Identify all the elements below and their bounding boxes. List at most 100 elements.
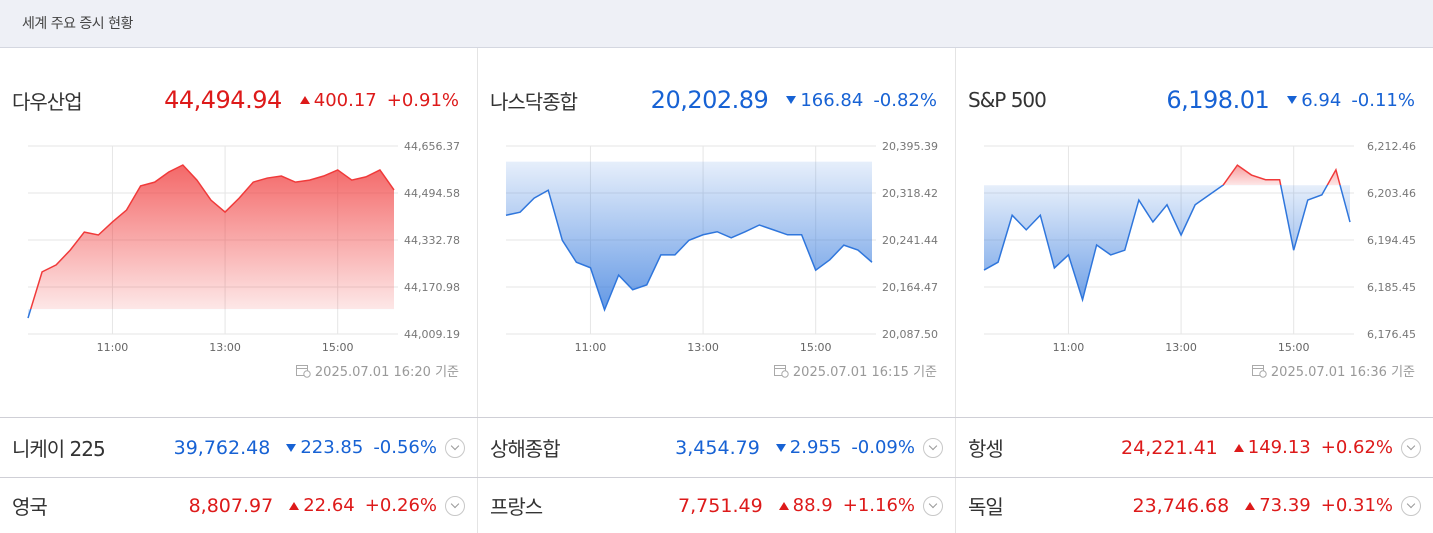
index-panel: 다우산업 44,494.94 400.17 +0.91% 44,009.19 44,170… xyxy=(0,48,478,417)
direction-arrow xyxy=(286,443,297,452)
expand-button[interactable] xyxy=(445,495,465,516)
change-percent: -0.56% xyxy=(373,437,437,458)
change-value: 22.64 xyxy=(303,495,355,516)
change-value: 73.39 xyxy=(1259,495,1311,516)
x-tick-label: 11:00 xyxy=(97,341,129,354)
index-name: 니케이 225 xyxy=(12,437,106,461)
price: 20,202.89 xyxy=(650,86,769,114)
change: 6.94 xyxy=(1287,90,1341,111)
change: 2.955 xyxy=(775,437,842,458)
index-name: 다우산업 xyxy=(12,89,83,114)
change: 22.64 xyxy=(289,495,355,516)
direction-arrow xyxy=(775,443,786,452)
y-tick-label: 20,318.42 xyxy=(882,187,938,200)
direction-arrow xyxy=(1245,501,1256,510)
calendar-icon xyxy=(773,365,789,378)
index-name: 프랑스 xyxy=(490,495,543,519)
price: 23,746.68 xyxy=(1132,494,1230,517)
y-tick-label: 20,241.44 xyxy=(882,234,938,247)
x-tick-label: 13:00 xyxy=(687,341,719,354)
panel-header: S&P 500 6,198.01 6.94 -0.11% xyxy=(968,82,1415,118)
change-value: 149.13 xyxy=(1247,437,1311,458)
index-row: 영국 8,807.97 22.64 +0.26% 프랑스 7,751.49 88.9 +1.1… xyxy=(0,477,1433,533)
change-percent: +0.62% xyxy=(1320,437,1393,458)
y-tick-label: 44,494.58 xyxy=(404,187,460,200)
change-value: 2.955 xyxy=(789,437,842,458)
y-tick-label: 44,656.37 xyxy=(404,140,460,153)
header-title: 세계 주요 증시 현황 xyxy=(22,16,133,32)
index-cell: 항셍 24,221.41 149.13 +0.62% xyxy=(956,418,1433,477)
index-name: 상해종합 xyxy=(490,437,561,461)
x-tick-label: 11:00 xyxy=(575,341,607,354)
x-tick-label: 13:00 xyxy=(1165,341,1197,354)
expand-button[interactable] xyxy=(923,437,943,458)
change-value: 166.84 xyxy=(800,89,864,111)
chart: 20,087.50 20,164.47 20,241.44 20,318.42 20,3… xyxy=(505,140,938,354)
index-name: 독일 xyxy=(968,495,1004,519)
y-tick-label: 44,009.19 xyxy=(404,328,460,341)
direction-arrow xyxy=(289,501,300,510)
price: 6,198.01 xyxy=(1166,86,1270,114)
change-percent: -0.11% xyxy=(1351,89,1415,111)
direction-arrow xyxy=(786,96,797,104)
area xyxy=(28,164,394,319)
index-name: S&P 500 xyxy=(968,88,1047,112)
calendar-icon xyxy=(1251,365,1267,378)
x-tick-label: 13:00 xyxy=(209,341,241,354)
price: 8,807.97 xyxy=(188,494,274,517)
change-value: 223.85 xyxy=(300,437,364,458)
change-percent: +1.16% xyxy=(842,495,915,516)
icon-clock xyxy=(1259,370,1267,378)
direction-arrow xyxy=(1233,443,1244,452)
y-tick-label: 20,164.47 xyxy=(882,281,938,294)
price-line xyxy=(505,189,873,313)
y-tick-label: 44,170.98 xyxy=(404,281,460,294)
change: 73.39 xyxy=(1245,495,1311,516)
timestamp-text: 2025.07.01 16:36 기준 xyxy=(1270,365,1415,380)
chart: 44,009.19 44,170.98 44,332.78 44,494.58 44,6… xyxy=(27,140,460,354)
change: 223.85 xyxy=(286,437,363,458)
change-percent: -0.82% xyxy=(873,89,937,111)
header: 세계 주요 증시 현황 xyxy=(0,0,1433,48)
expand-button[interactable] xyxy=(923,495,943,516)
index-cell: 상해종합 3,454.79 2.955 -0.09% xyxy=(478,418,956,477)
price-line xyxy=(27,164,395,319)
index-cell: 프랑스 7,751.49 88.9 +1.16% xyxy=(478,478,956,533)
expand-button[interactable] xyxy=(445,437,465,458)
expand-button[interactable] xyxy=(1401,437,1421,458)
price-line xyxy=(983,164,1351,303)
x-tick-label: 11:00 xyxy=(1053,341,1085,354)
change-percent: -0.09% xyxy=(851,437,915,458)
y-tick-label: 20,087.50 xyxy=(882,328,938,341)
y-tick-label: 6,212.46 xyxy=(1367,140,1416,153)
chart: 6,176.45 6,185.45 6,194.45 6,203.46 6,212.46… xyxy=(983,140,1416,354)
change-value: 400.17 xyxy=(313,89,377,111)
change-value: 88.9 xyxy=(792,495,833,516)
icon-clock xyxy=(781,370,789,378)
y-tick-label: 6,194.45 xyxy=(1367,234,1416,247)
panel-header: 나스닥종합 20,202.89 166.84 -0.82% xyxy=(490,82,937,118)
timestamp-text: 2025.07.01 16:15 기준 xyxy=(792,365,937,380)
y-tick-label: 6,176.45 xyxy=(1367,328,1416,341)
x-tick-label: 15:00 xyxy=(1278,341,1310,354)
index-name: 나스닥종합 xyxy=(490,89,578,114)
price: 3,454.79 xyxy=(675,436,760,459)
y-tick-label: 6,203.46 xyxy=(1367,187,1416,200)
price: 7,751.49 xyxy=(678,494,763,517)
timestamp: 2025.07.01 16:36 기준 xyxy=(1251,361,1415,380)
expand-button[interactable] xyxy=(1401,495,1421,516)
change-percent: +0.91% xyxy=(386,89,459,111)
area xyxy=(984,165,1350,300)
price: 39,762.48 xyxy=(173,436,271,459)
x-tick-label: 15:00 xyxy=(322,341,354,354)
index-name: 항셍 xyxy=(968,437,1004,461)
index-cell: 니케이 225 39,762.48 223.85 -0.56% xyxy=(0,418,478,477)
index-panel: 나스닥종합 20,202.89 166.84 -0.82% 20,087.50 20,16… xyxy=(478,48,956,417)
y-tick-label: 6,185.45 xyxy=(1367,281,1416,294)
change: 400.17 xyxy=(299,89,377,111)
y-tick-label: 44,332.78 xyxy=(404,234,460,247)
change-percent: +0.26% xyxy=(364,495,437,516)
index-name: 영국 xyxy=(12,495,48,519)
change: 166.84 xyxy=(786,90,863,111)
